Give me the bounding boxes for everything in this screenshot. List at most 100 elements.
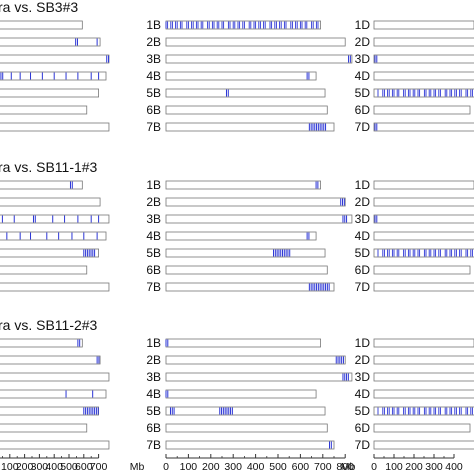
chromosome-row: 5D — [355, 86, 474, 100]
panel-title: ra vs. SB11-1#3 — [0, 159, 98, 175]
tick-label: 100 — [385, 461, 403, 473]
chromosome-label: 3B — [146, 52, 161, 66]
chromosome-bar — [0, 265, 88, 275]
tick-label: 600 — [75, 461, 93, 473]
tick-label: 800 — [336, 461, 354, 473]
chromosome-label: 5B — [146, 86, 161, 100]
chromosome-row — [0, 231, 107, 241]
chromosome-row: 7D — [355, 120, 474, 134]
chromosome-row: 3B — [146, 370, 353, 384]
chromosome-row: 7B — [146, 280, 335, 294]
chromosome-row: 6B — [146, 421, 328, 435]
chromosome-label: 3D — [355, 52, 371, 66]
chromosome-row: 7D — [355, 438, 474, 452]
chromosome-label: 1D — [355, 336, 371, 350]
chromosome-row — [0, 54, 110, 64]
chromosome-row: 3D — [355, 52, 474, 66]
chromosome-label: 4D — [355, 229, 371, 243]
chromosome-label: 2B — [146, 353, 161, 367]
chromosome-bar — [0, 248, 99, 258]
chromosome-row: 4D — [355, 69, 474, 83]
chromosome-label: 6B — [146, 421, 161, 435]
chromosome-row: 2D — [355, 353, 474, 367]
tick-label: 300 — [31, 461, 49, 473]
chromosome-bar — [373, 71, 474, 81]
chromosome-bar — [165, 406, 326, 416]
chromosome-row: 2D — [355, 195, 474, 209]
chromosome-row — [0, 265, 88, 275]
chromosome-bar — [373, 265, 471, 275]
chromosome-bar — [373, 355, 474, 365]
tick-label: 700 — [90, 461, 108, 473]
scale-axis: 0100200300400500600700Mb — [0, 454, 144, 473]
tick-label: 0 — [371, 461, 377, 473]
chromosome-label: 5B — [146, 246, 161, 260]
chromosome-bar — [165, 389, 317, 399]
chromosome-label: 4D — [355, 69, 371, 83]
chromosome-bar — [373, 440, 474, 450]
chromosome-row — [0, 88, 99, 98]
chromosome-label: 7D — [355, 280, 371, 294]
chromosome-label: 6B — [146, 103, 161, 117]
chromosome-bar — [165, 122, 335, 132]
chromosome-label: 5B — [146, 404, 161, 418]
chromosome-label: 3D — [355, 212, 371, 226]
chromosome-row — [0, 248, 99, 258]
chromosome-bar — [0, 355, 101, 365]
chromosome-bar — [373, 389, 474, 399]
tick-label: 400 — [45, 461, 63, 473]
chromosome-bar — [0, 88, 99, 98]
panel: ra vs. SB11-1#3 1B 2B 3B 4B 5B 6B 7B 1D 2D 3D 4D 5D 6… — [0, 159, 474, 294]
chromosome-label: 5D — [355, 404, 371, 418]
panel-title: ra vs. SB3#3 — [0, 0, 78, 15]
chromosome-row — [0, 20, 83, 30]
tick-label: 400 — [247, 461, 265, 473]
tick-label: 600 — [292, 461, 310, 473]
chromosome-label: 2B — [146, 195, 161, 209]
chromosome-label: 6B — [146, 263, 161, 277]
axis-unit-label: Mb — [130, 461, 145, 473]
chromosome-bar — [373, 20, 474, 30]
chromosome-row: 3B — [146, 52, 353, 66]
chromosome-label: 2B — [146, 35, 161, 49]
chromosome-bar — [165, 248, 326, 258]
chromosome-bar — [165, 231, 317, 241]
chromosome-row: 1D — [355, 18, 474, 32]
chromosome-label: 2D — [355, 35, 371, 49]
chromosome-label: 2D — [355, 195, 371, 209]
chromosome-bar — [165, 372, 353, 382]
chromosome-row: 5B — [146, 86, 326, 100]
chromosome-bar — [165, 105, 328, 115]
chromosome-bar — [0, 105, 88, 115]
chromosome-bar — [0, 214, 110, 224]
chromosome-row: 2B — [146, 35, 346, 49]
chromosome-label: 3B — [146, 370, 161, 384]
chromosome-bar — [0, 372, 110, 382]
chromosome-row — [0, 197, 101, 207]
chromosome-row — [0, 37, 101, 47]
chromosome-row: 1B — [146, 336, 321, 350]
chromosome-bar — [373, 197, 474, 207]
chromosome-bar — [165, 265, 328, 275]
chromosome-label: 3B — [146, 212, 161, 226]
chromosome-bar — [165, 71, 317, 81]
chromosome-label: 3D — [355, 370, 371, 384]
axis-unit-label: Mb — [341, 461, 356, 473]
chromosome-row: 4B — [146, 229, 317, 243]
chromosome-label: 4D — [355, 387, 371, 401]
chromosome-bar — [373, 231, 474, 241]
chromosome-label: 1D — [355, 18, 371, 32]
chromosome-row — [0, 423, 88, 433]
chromosome-bar — [165, 355, 346, 365]
chromosome-bar — [165, 282, 335, 292]
chromosome-row: 4D — [355, 229, 474, 243]
chromosome-row: 7D — [355, 280, 474, 294]
tick-label: 100 — [180, 461, 198, 473]
chromosome-row — [0, 406, 99, 416]
chromosome-bar — [0, 231, 107, 241]
chromosome-bar — [0, 282, 110, 292]
chromosome-row: 1B — [146, 178, 321, 192]
chromosome-row: 5D — [355, 246, 474, 260]
chromosome-row: 6D — [355, 421, 471, 435]
